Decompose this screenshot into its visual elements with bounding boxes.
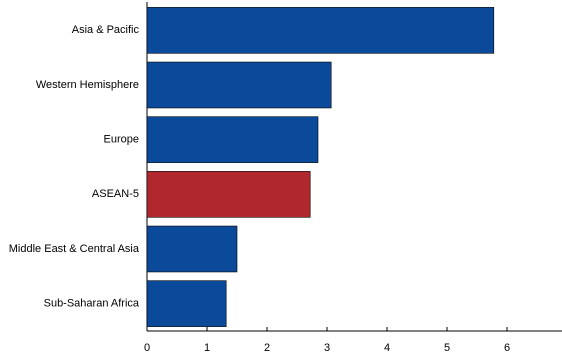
y-tick-label: Europe [104, 134, 139, 146]
x-tick-label: 6 [504, 342, 510, 352]
y-tick-label: Asia & Pacific [72, 24, 140, 36]
x-tick-label: 3 [324, 342, 330, 352]
bar [146, 116, 319, 163]
x-tick-label: 5 [444, 342, 450, 352]
x-tick-label: 4 [384, 342, 390, 352]
bar [146, 225, 238, 273]
y-tick-label: Middle East & Central Asia [9, 243, 140, 255]
bar [146, 171, 311, 218]
y-tick-label: ASEAN-5 [92, 188, 139, 200]
y-tick-label: Western Hemisphere [36, 79, 139, 91]
x-tick-label: 2 [264, 342, 270, 352]
bar [146, 61, 332, 109]
bar [146, 280, 227, 327]
bar [146, 7, 495, 54]
x-tick-label: 1 [204, 342, 210, 352]
x-tick-label: 0 [144, 342, 150, 352]
y-tick-label: Sub-Saharan Africa [44, 298, 140, 310]
